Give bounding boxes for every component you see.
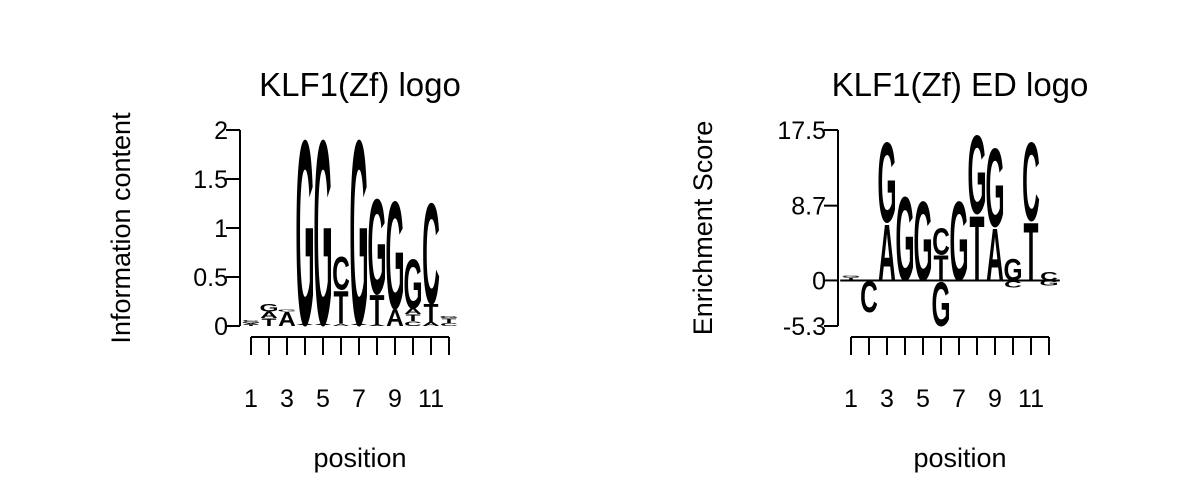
logo-letter-G-neg: G <box>1039 279 1058 287</box>
logo-letter-G: G <box>895 174 914 307</box>
y-tick-label: 1.5 <box>193 166 228 194</box>
y-tick-label: 2 <box>214 117 228 145</box>
logo-letter-T: T <box>316 325 332 327</box>
logo-letter-A: A <box>878 207 896 298</box>
panel-ic-logo: KLF1(Zf) logo Information content positi… <box>106 66 461 473</box>
logo-letter-T: T <box>934 248 949 289</box>
logo-letter-G: G <box>313 85 332 381</box>
y-tick-label: 0 <box>812 267 826 295</box>
x-axis-label-ed: position <box>913 443 1006 473</box>
logo-letter-C: C <box>1022 119 1040 245</box>
logo-letter-C-neg: C <box>1004 279 1022 290</box>
logo-letter-G-neg: G <box>931 271 950 341</box>
logo-letter-C: C <box>440 322 458 327</box>
logo-letter-T: T <box>424 299 440 328</box>
logo-letter-A: A <box>404 307 422 316</box>
y-tick-label: -5.3 <box>783 313 826 341</box>
logo-letter-G: G <box>367 170 386 323</box>
x-tick-label: 11 <box>1018 385 1044 413</box>
y-axis-label-ic: Information content <box>106 112 136 344</box>
y-tick-label: 1 <box>214 215 228 243</box>
logo-letter-T: T <box>298 325 314 327</box>
logo-letter-G: G <box>985 125 1004 251</box>
logo-letter-T: T <box>970 197 985 301</box>
logo-letter-G: G <box>1003 253 1022 287</box>
panel-title-ed: KLF1(Zf) ED logo <box>832 66 1089 103</box>
logo-letter-C: C <box>1040 271 1058 284</box>
logo-letter-G: G <box>841 275 860 277</box>
logo-letter-G: G <box>877 118 896 247</box>
logo-letter-T: T <box>244 324 260 326</box>
x-axis-ic: 1 3 5 7 9 11 <box>244 336 450 413</box>
logo-letter-T: T <box>334 283 349 336</box>
logo-letter-A: A <box>242 323 260 325</box>
y-axis-ic: 0 0.5 1 1.5 2 <box>193 117 241 341</box>
logo-letter-G: G <box>949 180 968 306</box>
logo-letter-C: C <box>242 320 260 322</box>
logo-letter-T: T <box>442 317 457 325</box>
logo-letter-C: C <box>332 248 350 301</box>
logo-letter-C: C <box>932 220 950 263</box>
logo-letter-G: G <box>967 113 986 239</box>
x-tick-label: 5 <box>316 385 330 413</box>
logo-letter-G: G <box>403 246 422 325</box>
x-tick-label: 9 <box>988 385 1002 413</box>
logo-letter-T: T <box>406 312 422 323</box>
logo-letter-G: G <box>295 85 314 381</box>
logo-letter-G: G <box>349 85 368 381</box>
y-axis-label-ed: Enrichment Score <box>688 121 718 336</box>
logo-letter-A: A <box>278 308 296 331</box>
x-axis-label-ic: position <box>313 443 406 473</box>
logo-letter-G: G <box>439 316 458 319</box>
logo-letter-T: T <box>262 317 278 329</box>
x-tick-label: 3 <box>880 385 894 413</box>
logo-letter-G: G <box>277 309 296 312</box>
x-tick-label: 5 <box>916 385 930 413</box>
logo-letter-G: G <box>259 302 278 314</box>
y-tick-label: 17.5 <box>777 117 826 145</box>
y-tick-label: 8.7 <box>791 193 826 221</box>
logo-letter-T: T <box>1024 206 1039 300</box>
logo-letter-A: A <box>368 325 386 327</box>
panel-title-ic: KLF1(Zf) logo <box>259 66 461 103</box>
x-tick-label: 3 <box>280 385 294 413</box>
logo-letter-A: A <box>296 324 314 326</box>
x-axis-ed: 1 3 5 7 9 11 <box>844 336 1050 413</box>
x-tick-label: 11 <box>418 385 444 413</box>
logo-letter-A: A <box>332 324 350 327</box>
logo-letter-A: A <box>314 324 332 326</box>
x-tick-label: 7 <box>352 385 366 413</box>
logo-letter-G: G <box>385 170 404 342</box>
logo-letter-T: T <box>844 276 859 281</box>
logo-letter-A: A <box>260 309 278 320</box>
logo-letter-G: G <box>241 321 260 323</box>
y-tick-label: 0.5 <box>193 264 228 292</box>
x-tick-label: 7 <box>952 385 966 413</box>
logo-letter-C: C <box>422 172 440 334</box>
y-tick-label: 0 <box>214 313 228 341</box>
logo-letter-T: T <box>370 287 385 335</box>
x-tick-label: 1 <box>244 385 258 413</box>
logo-letter-C-neg: C <box>860 273 878 322</box>
y-axis-ed: -5.3 0 8.7 17.5 <box>777 117 839 341</box>
x-tick-label: 9 <box>388 385 402 413</box>
logo-letter-T: T <box>352 325 368 327</box>
logo-letter-A: A <box>386 305 404 332</box>
panel-ed-logo: KLF1(Zf) ED logo Enrichment Score positi… <box>688 66 1088 473</box>
logo-letter-A: A <box>986 212 1004 297</box>
logo-letter-A: A <box>422 321 440 327</box>
logo-letter-C: C <box>404 320 422 328</box>
x-tick-label: 1 <box>844 385 858 413</box>
logo-letter-A: A <box>350 324 368 326</box>
logo-letter-G: G <box>913 180 932 306</box>
